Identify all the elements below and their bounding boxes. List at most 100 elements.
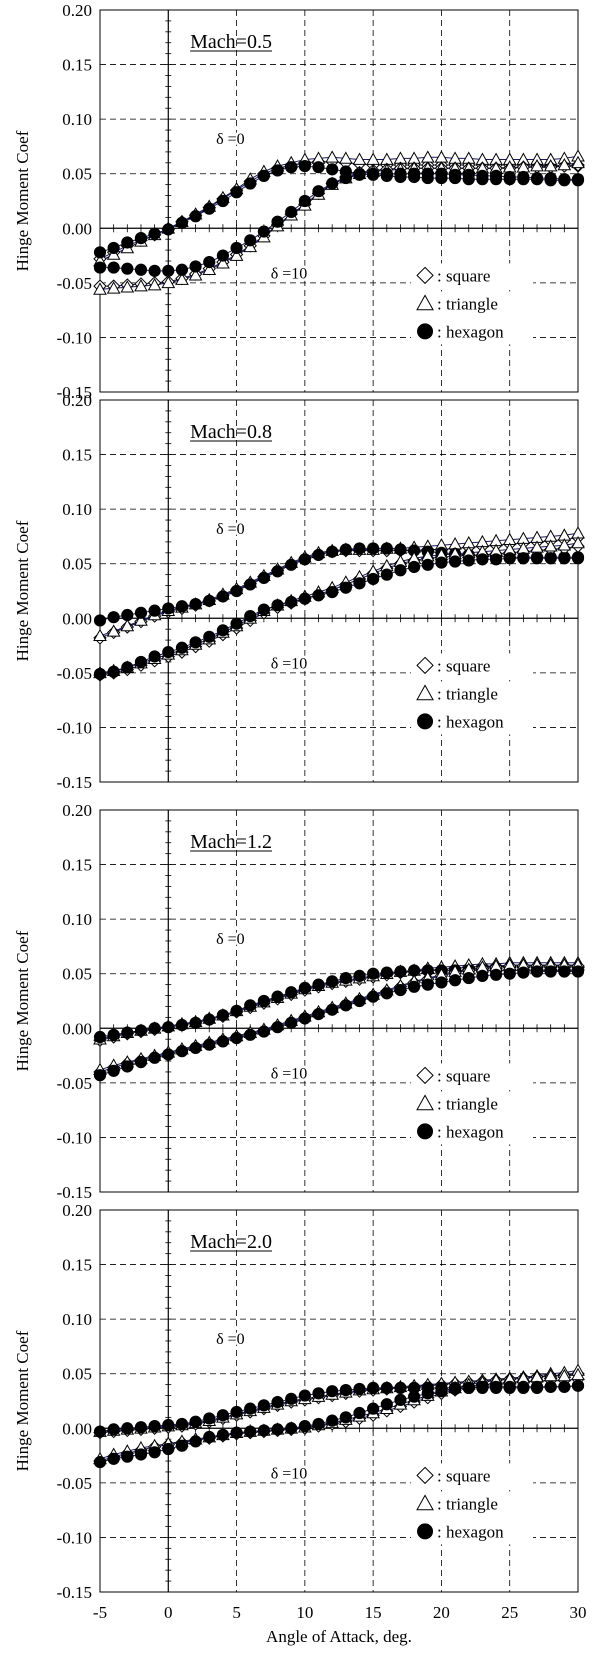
y-tick-label: 0.20 <box>62 391 92 410</box>
y-axis-label: Hinge Moment Coef <box>13 930 32 1071</box>
data-point <box>394 965 407 978</box>
data-point <box>448 168 462 181</box>
legend-marker-2 <box>417 323 434 340</box>
data-point <box>121 1450 134 1463</box>
legend-label: : triangle <box>437 294 498 313</box>
data-point <box>175 1417 189 1431</box>
panel-title: Mach=0.8 <box>190 421 272 443</box>
data-point <box>285 986 298 999</box>
data-point <box>557 1368 572 1382</box>
data-point <box>338 151 353 164</box>
data-point <box>353 1382 366 1396</box>
data-point <box>93 1425 107 1438</box>
data-point <box>503 1380 516 1393</box>
data-point <box>244 1425 257 1438</box>
data-point <box>476 1380 489 1393</box>
data-point <box>244 177 257 190</box>
data-point <box>285 558 298 571</box>
data-point <box>203 1038 216 1051</box>
data-point <box>530 171 544 185</box>
data-point <box>93 614 107 627</box>
data-point <box>326 163 339 176</box>
legend-label: : hexagon <box>437 1122 504 1141</box>
x-tick-label: 10 <box>296 1603 313 1622</box>
data-point <box>216 1428 230 1441</box>
data-point <box>175 1045 189 1058</box>
y-tick-label: -0.10 <box>57 1128 92 1147</box>
y-tick-label: 0.00 <box>62 1019 92 1038</box>
data-point <box>353 969 366 982</box>
data-point <box>93 667 107 681</box>
x-axis-label: Angle of Attack, deg. <box>266 1627 412 1646</box>
panel-3: 0.20 0.15 0.10 0.05 0.00 -0.05 -0.10 -0.15 Hinge… <box>13 801 585 1202</box>
data-point <box>134 279 148 292</box>
y-tick-label: -0.05 <box>57 1074 92 1093</box>
data-point <box>202 262 217 276</box>
y-tick-label: 0.20 <box>62 1 92 20</box>
data-point <box>435 976 448 989</box>
data-point <box>408 980 421 993</box>
y-tick-label: 0.10 <box>62 1310 92 1329</box>
data-point <box>229 248 244 261</box>
data-point <box>175 263 189 276</box>
data-point <box>380 542 393 555</box>
data-point <box>107 1423 120 1436</box>
y-tick-label: -0.10 <box>57 718 92 737</box>
annotation-delta-0: δ =0 <box>216 931 245 948</box>
data-point <box>121 1026 134 1039</box>
data-point <box>216 1409 230 1422</box>
data-point <box>216 1035 230 1048</box>
data-point <box>162 264 175 277</box>
data-point <box>380 167 393 180</box>
data-point <box>339 171 352 185</box>
data-point <box>93 246 107 259</box>
data-point <box>189 1016 202 1029</box>
x-tick-label: 25 <box>501 1603 518 1622</box>
data-point <box>120 280 135 293</box>
data-point <box>353 577 366 590</box>
y-tick-label: -0.05 <box>57 664 92 683</box>
data-point <box>134 263 148 276</box>
legend-label: : triangle <box>437 1494 498 1513</box>
x-tick-label: 0 <box>164 1603 173 1622</box>
data-point <box>175 600 189 613</box>
data-point <box>557 538 572 551</box>
legend-label: : hexagon <box>437 712 504 731</box>
panel-1: 0.20 0.15 0.10 0.05 0.00 -0.05 -0.10 -0.15 Hinge… <box>13 1 585 402</box>
data-point <box>93 628 107 642</box>
y-axis-label: Hinge Moment Coef <box>13 130 32 271</box>
legend-label: : hexagon <box>437 1522 504 1541</box>
data-point <box>503 170 516 184</box>
data-point <box>298 159 311 173</box>
data-point <box>148 227 161 240</box>
data-point <box>421 978 434 991</box>
data-point <box>352 152 367 165</box>
y-tick-label: 0.00 <box>62 609 92 628</box>
y-tick-label: 0.00 <box>62 219 92 238</box>
data-point <box>188 268 203 281</box>
data-point <box>434 150 449 163</box>
plot-frame <box>99 9 579 393</box>
data-point <box>312 589 325 602</box>
data-point <box>503 552 516 565</box>
y-axis-label: Hinge Moment Coef <box>13 520 32 661</box>
data-point <box>257 603 270 616</box>
data-point <box>367 1402 380 1415</box>
annotation-delta-0: δ =0 <box>216 1331 245 1348</box>
legend-label: : square <box>437 656 490 675</box>
plot-frame <box>99 809 579 1193</box>
data-point <box>571 1379 585 1392</box>
data-point <box>298 592 311 605</box>
data-point <box>162 602 175 615</box>
y-tick-label: 0.05 <box>62 965 92 984</box>
data-point <box>298 1420 311 1433</box>
data-point <box>189 1435 202 1448</box>
data-point <box>285 161 298 174</box>
legend-marker-1 <box>416 1494 434 1511</box>
data-point <box>353 168 366 181</box>
data-point <box>216 249 230 262</box>
data-point <box>203 630 216 643</box>
annotation-delta-10: δ =10 <box>271 655 308 672</box>
data-point <box>230 1405 243 1419</box>
